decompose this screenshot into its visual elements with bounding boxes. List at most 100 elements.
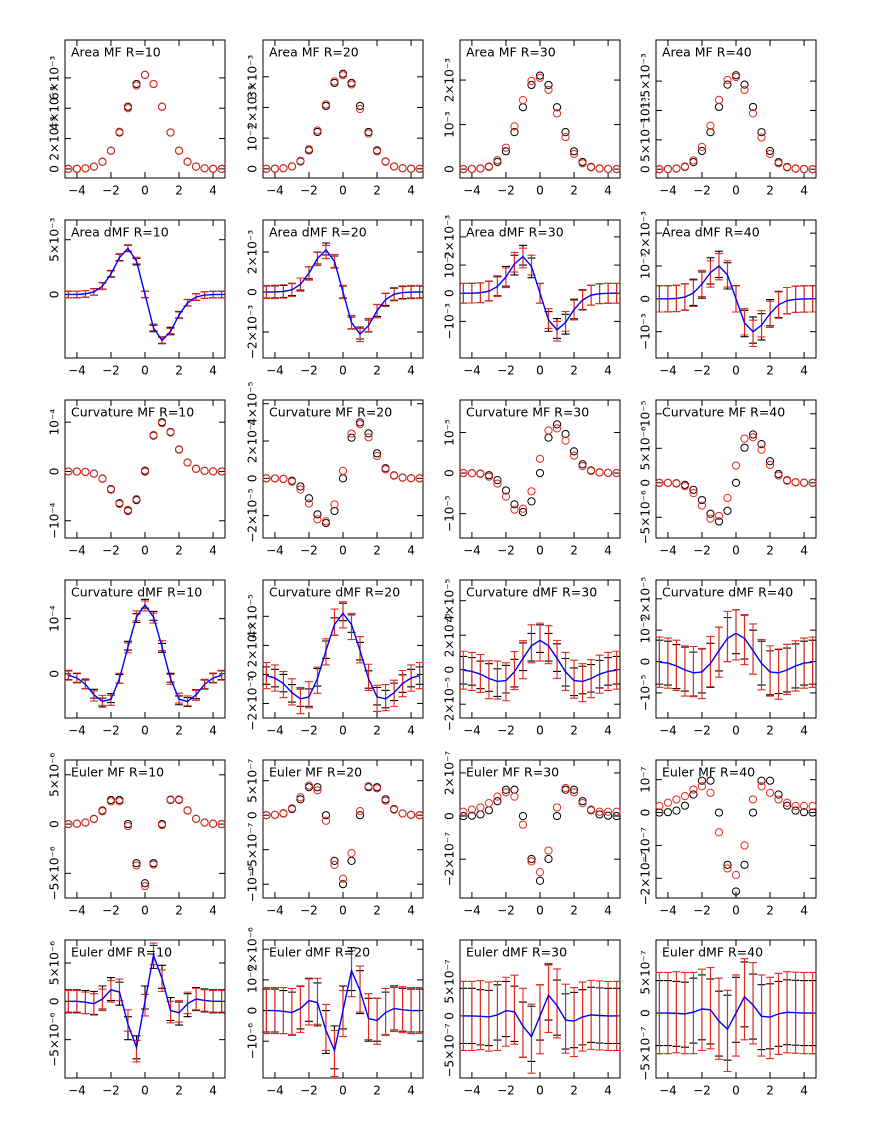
data-point <box>364 782 373 791</box>
error-bar <box>98 694 107 706</box>
x-tick-label: 4 <box>209 364 217 378</box>
y-tick-label: 10⁻⁴ <box>48 409 62 436</box>
data-point <box>381 465 390 474</box>
data-point <box>304 781 314 790</box>
x-tick-label: 4 <box>407 184 415 198</box>
data-point <box>740 443 749 452</box>
plot-frame <box>655 759 817 899</box>
data-point <box>714 511 724 521</box>
data-point <box>200 466 209 475</box>
data-point <box>586 466 596 476</box>
y-tick-label: −2×10⁻⁵ <box>246 676 260 730</box>
data-point <box>774 159 783 168</box>
x-tick-label: 4 <box>800 364 808 378</box>
data-point <box>304 783 314 792</box>
model-line <box>463 255 617 331</box>
x-tick-label: 2 <box>175 904 183 918</box>
data-point <box>527 76 536 86</box>
data-point <box>518 507 528 517</box>
y-tick-label: 2×10⁻³ <box>246 230 260 274</box>
data-point <box>578 799 587 808</box>
data-point <box>415 474 424 483</box>
x-tick-label: −4 <box>68 544 86 558</box>
x-tick-label: 2 <box>766 724 774 738</box>
x-tick-label: 2 <box>373 1084 381 1098</box>
data-point <box>510 792 519 801</box>
error-bar <box>330 608 339 636</box>
y-tick-label: 0 <box>48 998 62 1006</box>
data-point <box>467 164 477 174</box>
data-point <box>313 783 322 792</box>
error-bar <box>518 987 527 1058</box>
data-point <box>140 882 150 891</box>
data-point <box>706 788 715 797</box>
x-tick-label: 4 <box>604 364 612 378</box>
data-point <box>680 801 690 810</box>
model-line <box>659 265 813 333</box>
data-point <box>706 121 715 130</box>
x-tick-label: −4 <box>659 1084 677 1098</box>
panel-title: Curvature dMF R=30 <box>466 585 597 600</box>
error-bar <box>680 971 689 1055</box>
x-tick-label: 0 <box>536 904 544 918</box>
y-tick-label: 2×10⁻⁵ <box>246 419 260 463</box>
y-tick-label: 0 <box>246 1007 260 1015</box>
error-bar <box>381 987 390 1035</box>
y-tick-label: 0 <box>48 165 62 173</box>
y-tick-label: −5×10⁻⁶ <box>48 1012 62 1066</box>
error-bar <box>714 977 723 1060</box>
error-bar <box>321 244 330 260</box>
y-tick-label: 0 <box>639 1009 653 1017</box>
plot-frame <box>459 39 621 179</box>
data-point <box>706 509 715 518</box>
data-point <box>338 474 348 483</box>
x-tick-label: 2 <box>373 364 381 378</box>
data-point <box>115 127 124 136</box>
data-point <box>578 159 587 168</box>
data-point <box>406 164 416 173</box>
y-tick-label: −10⁻⁶ <box>246 866 260 903</box>
data-point <box>544 426 553 435</box>
error-bar <box>313 977 322 1025</box>
data-point <box>799 478 809 487</box>
data-point <box>680 482 690 491</box>
x-tick-label: 2 <box>570 544 578 558</box>
panel-title: Area MF R=10 <box>71 45 161 60</box>
data-point <box>338 71 348 80</box>
error-bar <box>106 694 115 706</box>
x-tick-label: 4 <box>604 1084 612 1098</box>
x-tick-label: 0 <box>536 724 544 738</box>
error-bar <box>749 623 758 675</box>
data-point <box>595 164 604 173</box>
data-point <box>569 149 579 159</box>
data-point <box>459 811 468 821</box>
error-bar <box>706 260 715 288</box>
data-point <box>731 870 741 880</box>
data-point <box>578 462 587 471</box>
data-point <box>296 485 305 494</box>
data-point <box>748 808 758 817</box>
data-point <box>313 515 322 524</box>
x-tick-label: 4 <box>407 724 415 738</box>
data-point <box>313 510 322 519</box>
data-point <box>706 776 715 785</box>
y-tick-label: 10⁻³ <box>639 253 653 280</box>
data-point <box>415 811 424 820</box>
data-point <box>347 433 356 442</box>
data-point <box>603 807 613 816</box>
error-bar <box>757 310 766 338</box>
data-point <box>510 785 519 794</box>
x-tick-label: 0 <box>339 364 347 378</box>
data-point <box>561 132 570 142</box>
data-point <box>697 495 707 505</box>
panel-title: Curvature MF R=40 <box>662 405 785 420</box>
data-point <box>731 478 741 487</box>
data-point <box>697 501 707 510</box>
data-point <box>270 810 280 819</box>
data-point <box>672 806 681 815</box>
x-tick-label: 2 <box>570 904 578 918</box>
y-tick-label: −10⁻³ <box>443 303 457 340</box>
data-point <box>723 493 732 503</box>
x-tick-label: 2 <box>175 724 183 738</box>
